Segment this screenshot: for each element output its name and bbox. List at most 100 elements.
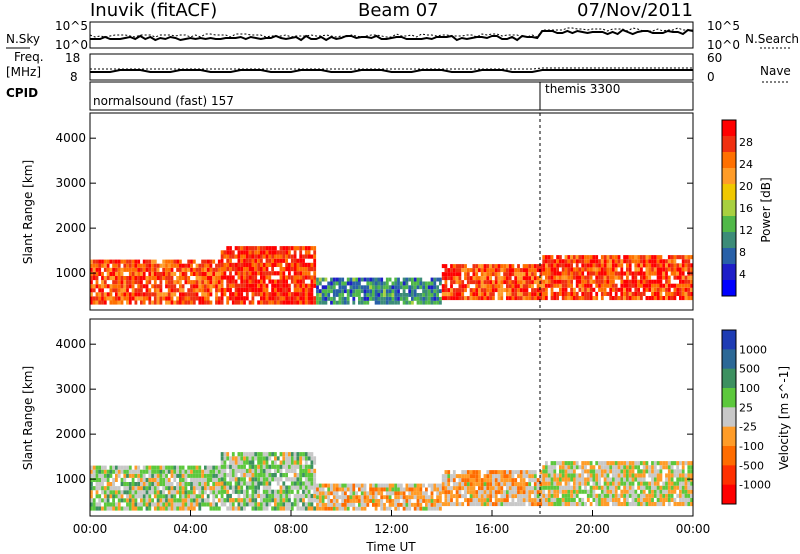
- data-cell: [265, 296, 269, 301]
- data-cell: [156, 486, 160, 491]
- data-cell: [433, 300, 437, 305]
- data-cell: [243, 468, 246, 473]
- data-cell: [528, 264, 532, 269]
- data-cell: [369, 285, 372, 290]
- data-cell: [265, 456, 269, 461]
- data-cell: [517, 474, 520, 479]
- data-cell: [229, 485, 232, 490]
- data-cell: [184, 498, 188, 503]
- data-cell: [310, 262, 314, 267]
- data-cell: [486, 296, 490, 301]
- data-cell: [282, 283, 286, 288]
- data-cell: [245, 498, 249, 503]
- data-cell: [586, 296, 590, 301]
- data-cell: [352, 491, 356, 496]
- data-cell: [609, 485, 613, 490]
- data-cell: [220, 300, 224, 305]
- data-cell: [355, 285, 358, 290]
- data-cell: [162, 469, 166, 474]
- data-cell: [492, 268, 495, 273]
- data-cell: [575, 502, 579, 507]
- data-cell: [556, 481, 559, 486]
- data-cell: [95, 494, 99, 499]
- data-cell: [316, 277, 319, 282]
- data-cell: [684, 473, 688, 478]
- data-cell: [245, 493, 249, 499]
- data-cell: [134, 259, 138, 264]
- data-cell: [519, 276, 523, 281]
- data-cell: [240, 283, 244, 288]
- data-cell: [265, 468, 269, 473]
- data-cell: [369, 499, 372, 503]
- data-cell: [335, 487, 339, 492]
- data-cell: [561, 275, 565, 280]
- data-cell: [324, 483, 328, 488]
- data-cell: [251, 254, 255, 259]
- data-cell: [181, 506, 185, 511]
- data-cell: [452, 296, 456, 301]
- data-cell: [206, 300, 210, 305]
- data-cell: [648, 493, 652, 498]
- data-cell: [103, 267, 107, 272]
- data-cell: [419, 506, 423, 511]
- data-cell: [279, 460, 283, 465]
- data-cell: [335, 502, 339, 507]
- data-cell: [296, 267, 300, 272]
- data-cell: [374, 296, 378, 301]
- data-cell: [600, 469, 604, 474]
- data-cell: [101, 263, 104, 268]
- data-cell: [316, 499, 319, 503]
- data-cell: [455, 268, 459, 273]
- data-cell: [101, 486, 104, 491]
- data-cell: [117, 473, 121, 478]
- data-cell: [626, 291, 629, 296]
- data-cell: [148, 469, 152, 474]
- data-cell: [511, 494, 515, 499]
- data-cell: [307, 300, 311, 305]
- data-cell: [137, 490, 141, 495]
- data-cell: [223, 464, 227, 469]
- data-cell: [547, 493, 551, 498]
- data-cell: [324, 300, 328, 305]
- data-cell: [380, 289, 384, 294]
- data-cell: [313, 258, 317, 263]
- data-cell: [556, 279, 559, 284]
- data-cell: [564, 283, 568, 288]
- data-cell: [631, 473, 635, 478]
- colorbar-tick-label: 1000: [739, 343, 767, 356]
- data-cell: [494, 470, 498, 475]
- data-cell: [617, 477, 621, 482]
- data-cell: [170, 473, 174, 478]
- data-cell: [254, 502, 258, 507]
- data-cell: [190, 486, 193, 491]
- data-cell: [561, 291, 565, 296]
- data-cell: [134, 506, 138, 511]
- data-cell: [676, 283, 680, 288]
- data-cell: [506, 474, 509, 479]
- data-cell: [584, 267, 587, 272]
- data-cell: [656, 283, 660, 288]
- data-cell: [271, 258, 274, 263]
- data-cell: [478, 264, 481, 269]
- data-cell: [223, 481, 227, 486]
- data-cell: [215, 292, 218, 297]
- data-cell: [422, 296, 425, 301]
- data-cell: [123, 477, 127, 482]
- data-cell: [397, 483, 400, 488]
- data-cell: [545, 287, 548, 292]
- data-cell: [285, 250, 288, 255]
- data-cell: [413, 281, 417, 286]
- data-cell: [651, 271, 654, 276]
- data-cell: [271, 493, 274, 499]
- data-cell: [394, 483, 398, 488]
- data-cell: [117, 271, 121, 276]
- data-cell: [162, 482, 166, 487]
- data-cell: [637, 485, 640, 490]
- colorbar-swatch: [722, 200, 736, 217]
- data-cell: [539, 268, 543, 273]
- data-cell: [519, 296, 523, 301]
- data-cell: [126, 259, 129, 264]
- data-cell: [464, 288, 467, 293]
- data-cell: [606, 271, 610, 276]
